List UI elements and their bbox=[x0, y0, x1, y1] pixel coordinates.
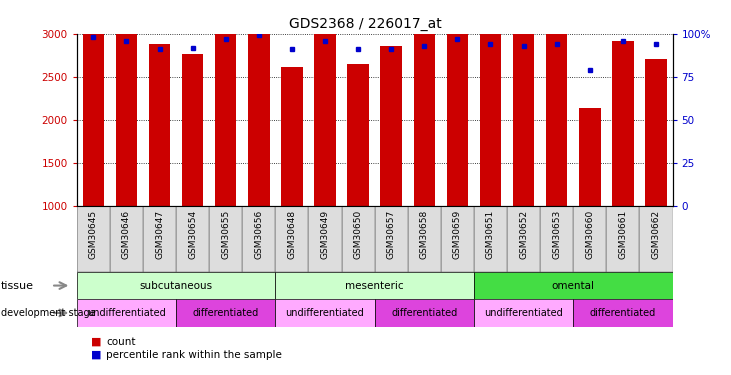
Bar bbox=[77, 272, 276, 299]
Text: GSM30648: GSM30648 bbox=[287, 210, 296, 259]
Text: GSM30660: GSM30660 bbox=[586, 210, 594, 259]
Text: GSM30657: GSM30657 bbox=[387, 210, 395, 259]
Bar bbox=[507, 206, 540, 272]
Text: ■: ■ bbox=[91, 350, 102, 360]
Bar bbox=[242, 206, 276, 272]
Bar bbox=[474, 272, 673, 299]
Bar bbox=[215, 0, 236, 206]
Bar bbox=[276, 299, 374, 327]
Text: GSM30654: GSM30654 bbox=[188, 210, 197, 259]
Bar bbox=[83, 0, 104, 206]
Bar bbox=[110, 206, 143, 272]
Text: GDS2368 / 226017_at: GDS2368 / 226017_at bbox=[289, 17, 442, 31]
Bar bbox=[143, 206, 176, 272]
Text: count: count bbox=[106, 337, 135, 346]
Bar bbox=[374, 299, 474, 327]
Text: GSM30647: GSM30647 bbox=[155, 210, 164, 259]
Text: GSM30656: GSM30656 bbox=[254, 210, 263, 259]
Bar bbox=[380, 46, 402, 206]
Text: undifferentiated: undifferentiated bbox=[286, 308, 364, 318]
Bar bbox=[414, 17, 435, 206]
Bar bbox=[573, 299, 673, 327]
Bar bbox=[408, 206, 441, 272]
Text: differentiated: differentiated bbox=[391, 308, 458, 318]
Text: omental: omental bbox=[552, 280, 595, 291]
Bar bbox=[341, 206, 374, 272]
Text: tissue: tissue bbox=[1, 280, 34, 291]
Text: undifferentiated: undifferentiated bbox=[87, 308, 166, 318]
Text: percentile rank within the sample: percentile rank within the sample bbox=[106, 350, 282, 360]
Bar bbox=[474, 299, 573, 327]
Bar bbox=[77, 206, 110, 272]
Bar bbox=[176, 299, 276, 327]
Bar bbox=[447, 0, 468, 206]
Text: GSM30661: GSM30661 bbox=[618, 210, 627, 259]
Text: GSM30649: GSM30649 bbox=[320, 210, 330, 259]
Text: GSM30652: GSM30652 bbox=[519, 210, 528, 259]
Bar bbox=[281, 66, 303, 206]
Bar bbox=[374, 206, 408, 272]
Text: GSM30659: GSM30659 bbox=[453, 210, 462, 259]
Bar bbox=[314, 0, 336, 206]
Text: GSM30645: GSM30645 bbox=[88, 210, 98, 259]
Text: GSM30653: GSM30653 bbox=[552, 210, 561, 259]
Text: GSM30662: GSM30662 bbox=[651, 210, 661, 259]
Bar bbox=[540, 206, 573, 272]
Bar bbox=[308, 206, 341, 272]
Bar bbox=[248, 0, 270, 206]
Text: differentiated: differentiated bbox=[590, 308, 656, 318]
Text: GSM30646: GSM30646 bbox=[122, 210, 131, 259]
Bar bbox=[513, 34, 534, 206]
Bar bbox=[612, 40, 634, 206]
Bar bbox=[645, 59, 667, 206]
Text: GSM30655: GSM30655 bbox=[221, 210, 230, 259]
Bar bbox=[347, 64, 369, 206]
Bar bbox=[276, 272, 474, 299]
Text: GSM30651: GSM30651 bbox=[486, 210, 495, 259]
Bar bbox=[579, 108, 601, 206]
Bar bbox=[441, 206, 474, 272]
Bar bbox=[606, 206, 640, 272]
Bar bbox=[546, 33, 567, 206]
Bar bbox=[209, 206, 242, 272]
Bar bbox=[176, 206, 209, 272]
Text: differentiated: differentiated bbox=[192, 308, 259, 318]
Text: undifferentiated: undifferentiated bbox=[484, 308, 563, 318]
Bar bbox=[77, 299, 176, 327]
Bar bbox=[182, 54, 203, 206]
Text: mesenteric: mesenteric bbox=[345, 280, 404, 291]
Bar bbox=[276, 206, 308, 272]
Text: GSM30658: GSM30658 bbox=[420, 210, 429, 259]
Bar bbox=[474, 206, 507, 272]
Bar bbox=[640, 206, 673, 272]
Bar bbox=[148, 44, 170, 206]
Bar bbox=[115, 23, 137, 206]
Text: GSM30650: GSM30650 bbox=[354, 210, 363, 259]
Bar bbox=[573, 206, 606, 272]
Text: development stage: development stage bbox=[1, 308, 95, 318]
Text: subcutaneous: subcutaneous bbox=[140, 280, 213, 291]
Text: ■: ■ bbox=[91, 337, 102, 346]
Bar bbox=[480, 28, 501, 206]
